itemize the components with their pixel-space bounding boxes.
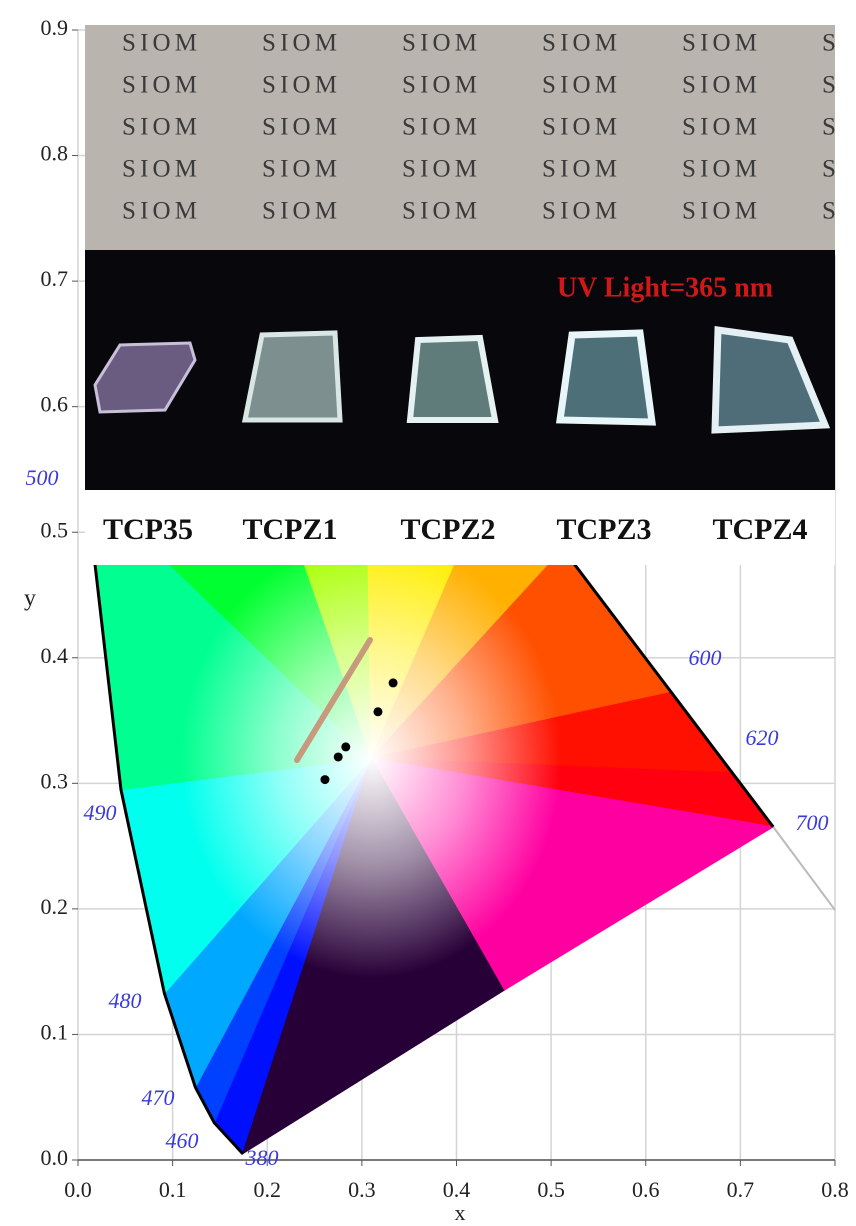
siom-label: SIOM — [542, 72, 617, 99]
locus-edge — [93, 565, 775, 1155]
marks — [320, 678, 398, 785]
locus-tail — [772, 826, 836, 911]
x-tick-label: 0.8 — [821, 1177, 849, 1202]
y-tick-label: 0.7 — [41, 266, 69, 291]
siom-label: SIOM — [682, 30, 757, 57]
siom-label: SIOM — [262, 156, 337, 183]
label-band — [85, 490, 835, 565]
siom-label: SIOM — [402, 198, 477, 225]
wavelength-label: 700 — [796, 810, 829, 835]
white-point — [181, 565, 562, 979]
data-point — [341, 742, 351, 752]
wavelength-label: 500 — [26, 465, 59, 490]
x-tick-label: 0.6 — [632, 1177, 660, 1202]
y-tick-label: 0.9 — [41, 15, 69, 40]
x-tick-label: 0.7 — [727, 1177, 755, 1202]
wavelength-label: 380 — [245, 1145, 279, 1170]
x-tick-label: 0.3 — [348, 1177, 376, 1202]
photo-daylight — [85, 25, 835, 253]
sample-label: TCPZ4 — [712, 513, 807, 546]
siom-label: SIOM — [402, 30, 477, 57]
siom-label: SIOM — [122, 114, 197, 141]
gamut — [93, 565, 775, 1155]
siom-label: SIOM — [262, 114, 337, 141]
y-tick-label: 0.8 — [41, 141, 69, 166]
sample-label: TCPZ2 — [400, 513, 495, 546]
siom-label: SIOM — [402, 72, 477, 99]
y-tick-label: 0.2 — [41, 894, 69, 919]
siom-label: SIOM — [122, 156, 197, 183]
wavelength-label: 480 — [109, 988, 142, 1013]
wavelength-label: 460 — [166, 1128, 199, 1153]
siom-label: SIOM — [682, 72, 757, 99]
photo-edge — [835, 25, 856, 255]
data-point — [373, 707, 383, 717]
siom-label: SIOM — [682, 114, 757, 141]
siom-label: SIOM — [262, 198, 337, 225]
wavelength-label: 470 — [142, 1085, 175, 1110]
y-tick-label: 0.5 — [41, 517, 69, 542]
wavelength-label: 620 — [746, 725, 779, 750]
siom-grid: SIOM SIOM SIOM SIOM SIOM SIOM SIOM SIOM SIOM SIOM… — [122, 30, 856, 225]
x-tick-label: 0.1 — [159, 1177, 187, 1202]
siom-label: SIOM — [542, 114, 617, 141]
y-tick-label: 0.6 — [41, 392, 69, 417]
x-tick-label: 0.2 — [254, 1177, 282, 1202]
x-axis-label: x — [455, 1200, 466, 1225]
data-point — [388, 678, 398, 688]
siom-label: SIOM — [122, 72, 197, 99]
siom-label: SIOM — [682, 156, 757, 183]
y-tick-label: 0.3 — [41, 768, 69, 793]
sample-label: TCPZ1 — [242, 513, 337, 546]
y-axis-label: y — [24, 586, 36, 612]
siom-label: SIOM — [262, 30, 337, 57]
siom-label: SIOM — [542, 198, 617, 225]
sample-label: TCPZ3 — [556, 513, 651, 546]
x-tick-label: 0.0 — [64, 1177, 92, 1202]
y-tick-label: 0.4 — [41, 643, 69, 668]
sample-label: TCP35 — [103, 513, 193, 546]
wavelength-label: 490 — [84, 800, 117, 825]
siom-label: SIOM — [402, 114, 477, 141]
siom-label: SIOM — [122, 198, 197, 225]
siom-label: SIOM — [122, 30, 197, 57]
x-tick-label: 0.4 — [443, 1177, 471, 1202]
data-point — [333, 752, 343, 762]
siom-label: SIOM — [542, 156, 617, 183]
siom-label: SIOM — [262, 72, 337, 99]
sample-labels: TCP35 TCPZ1 TCPZ2 TCPZ3 TCPZ4 — [103, 513, 808, 546]
y-tick-label: 0.0 — [41, 1145, 69, 1170]
siom-label: SIOM — [542, 30, 617, 57]
samples — [93, 325, 831, 434]
wavelength-label: 600 — [689, 645, 722, 670]
y-tick-label: 0.1 — [41, 1019, 69, 1044]
data-point — [320, 775, 330, 785]
siom-label: SIOM — [402, 156, 477, 183]
planck-locus — [294, 637, 373, 763]
x-tick-label: 0.5 — [537, 1177, 565, 1202]
photo-caption: UV Light=365 nm — [557, 272, 773, 303]
siom-label: SIOM — [682, 198, 757, 225]
